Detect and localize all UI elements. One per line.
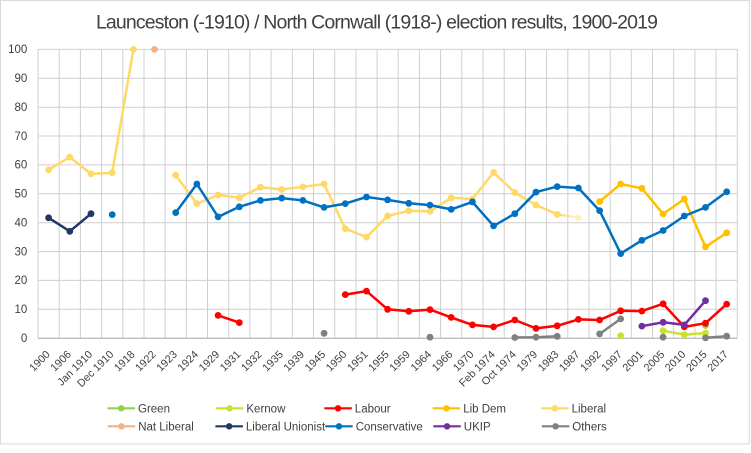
svg-text:Lib Dem: Lib Dem: [463, 403, 506, 415]
svg-text:40: 40: [15, 218, 28, 230]
svg-text:100: 100: [8, 44, 27, 56]
svg-text:Conservative: Conservative: [356, 421, 423, 433]
svg-text:Green: Green: [138, 403, 170, 415]
svg-text:90: 90: [15, 73, 28, 85]
svg-text:Liberal: Liberal: [572, 403, 607, 415]
svg-text:UKIP: UKIP: [464, 421, 491, 433]
svg-text:Kernow: Kernow: [246, 403, 286, 415]
svg-text:70: 70: [15, 131, 28, 143]
svg-text:30: 30: [15, 246, 28, 258]
svg-text:Nat Liberal: Nat Liberal: [138, 421, 194, 433]
svg-text:80: 80: [15, 102, 28, 114]
svg-text:60: 60: [15, 160, 28, 172]
svg-text:50: 50: [15, 189, 28, 201]
svg-text:Launceston (-1910) / North Cor: Launceston (-1910) / North Cornwall (191…: [96, 12, 657, 34]
svg-text:Others: Others: [572, 421, 607, 433]
svg-text:0: 0: [21, 333, 27, 345]
svg-text:20: 20: [15, 275, 28, 287]
svg-text:10: 10: [15, 304, 28, 316]
svg-text:Liberal Unionist: Liberal Unionist: [246, 421, 326, 433]
svg-text:Labour: Labour: [355, 403, 391, 415]
